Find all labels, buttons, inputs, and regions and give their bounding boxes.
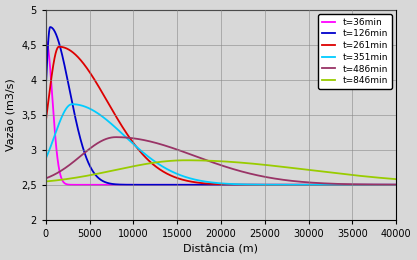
t=261min xyxy=(56,45,61,48)
t=486min xyxy=(177,149,182,152)
Line: t=261min: t=261min xyxy=(46,47,396,185)
t=36min xyxy=(44,40,49,43)
t=486min xyxy=(394,183,399,186)
t=261min xyxy=(43,120,48,123)
t=351min xyxy=(394,183,399,186)
t=126min xyxy=(43,88,48,91)
t=126min xyxy=(48,25,53,29)
t=126min xyxy=(177,183,182,186)
Y-axis label: Vazão (m3/s): Vazão (m3/s) xyxy=(5,78,15,151)
t=126min xyxy=(305,183,310,186)
t=351min xyxy=(254,183,259,186)
t=261min xyxy=(271,183,276,186)
t=846min xyxy=(394,178,399,181)
t=351min xyxy=(43,157,48,160)
t=126min xyxy=(332,183,337,186)
t=36min xyxy=(305,183,310,186)
t=126min xyxy=(271,183,276,186)
t=126min xyxy=(107,182,112,185)
t=351min xyxy=(271,183,276,186)
t=126min xyxy=(394,183,399,186)
t=486min xyxy=(254,173,259,177)
t=846min xyxy=(305,168,310,171)
t=486min xyxy=(107,136,112,140)
t=351min xyxy=(332,183,337,186)
Line: t=846min: t=846min xyxy=(46,160,396,181)
t=351min xyxy=(177,173,182,177)
Line: t=126min: t=126min xyxy=(46,27,396,185)
t=486min xyxy=(113,135,118,139)
t=351min xyxy=(107,121,112,124)
t=36min xyxy=(43,42,48,45)
t=846min xyxy=(271,164,276,167)
t=846min xyxy=(183,159,188,162)
t=126min xyxy=(254,183,259,186)
Line: t=36min: t=36min xyxy=(46,41,396,185)
t=486min xyxy=(271,177,276,180)
X-axis label: Distância (m): Distância (m) xyxy=(183,244,259,255)
t=351min xyxy=(70,103,75,106)
t=261min xyxy=(305,183,310,186)
t=486min xyxy=(43,177,48,180)
t=846min xyxy=(43,180,48,183)
t=261min xyxy=(332,183,337,186)
Line: t=351min: t=351min xyxy=(46,104,396,185)
t=351min xyxy=(305,183,310,186)
t=261min xyxy=(394,183,399,186)
Line: t=486min: t=486min xyxy=(46,137,396,185)
t=36min xyxy=(177,183,182,186)
t=36min xyxy=(254,183,259,186)
t=36min xyxy=(96,183,101,186)
t=486min xyxy=(305,181,310,184)
t=36min xyxy=(271,183,276,186)
t=486min xyxy=(332,182,337,185)
t=126min xyxy=(213,183,218,186)
t=846min xyxy=(107,170,112,173)
t=846min xyxy=(177,159,182,162)
t=846min xyxy=(254,162,259,166)
t=36min xyxy=(332,183,337,186)
t=261min xyxy=(107,104,112,107)
t=846min xyxy=(332,171,337,174)
Legend: t=36min, t=126min, t=261min, t=351min, t=486min, t=846min: t=36min, t=126min, t=261min, t=351min, t… xyxy=(318,14,392,89)
t=261min xyxy=(254,183,259,186)
t=36min xyxy=(107,183,112,186)
t=36min xyxy=(394,183,399,186)
t=261min xyxy=(177,177,182,180)
